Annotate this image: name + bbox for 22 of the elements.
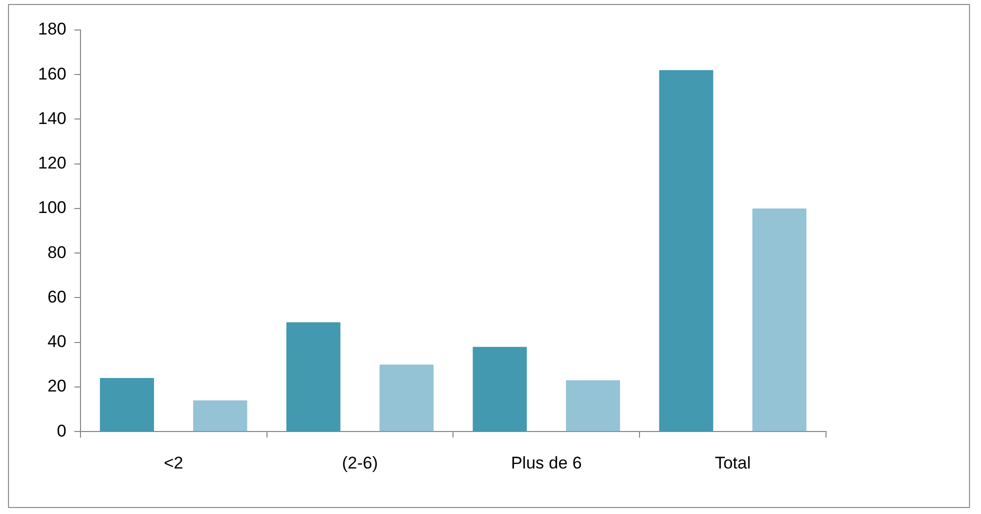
bar [566, 380, 620, 432]
x-tick-label: Plus de 6 [510, 453, 582, 472]
bar [752, 208, 806, 432]
x-tick-label: Total [714, 453, 751, 472]
y-tick-label: 120 [38, 154, 66, 173]
y-tick-label: 0 [56, 421, 66, 440]
y-tick-label: 100 [38, 198, 66, 218]
y-tick-label: 80 [47, 242, 66, 262]
x-tick-label: (2-6) [342, 453, 378, 472]
y-tick-label: 60 [47, 287, 66, 306]
bar [659, 70, 714, 432]
bar [100, 378, 154, 432]
y-tick-label: 20 [47, 376, 66, 396]
bar [286, 322, 340, 432]
y-tick-label: 140 [38, 108, 66, 128]
bar [193, 400, 248, 432]
y-tick-label: 180 [38, 20, 66, 39]
bar [472, 346, 527, 432]
y-tick-label: 40 [47, 332, 66, 352]
x-tick-label: <2 [164, 453, 184, 472]
y-tick-label: 160 [38, 64, 66, 84]
bar [380, 364, 434, 432]
